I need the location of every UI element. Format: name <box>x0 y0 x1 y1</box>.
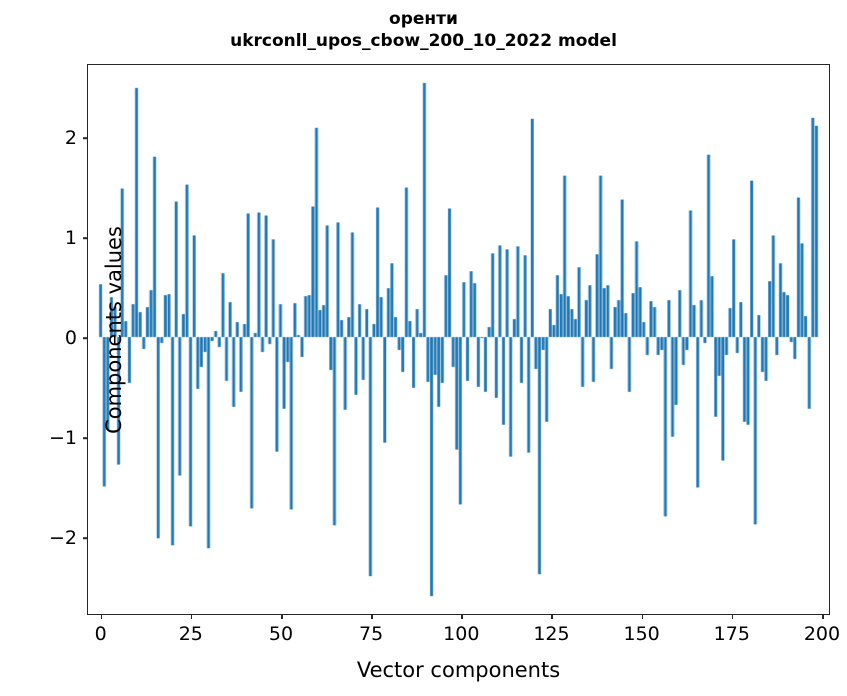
y-tick-mark <box>83 137 88 139</box>
y-tick-label: 2 <box>64 127 77 149</box>
x-tick-mark <box>280 614 283 619</box>
x-tick-mark <box>641 614 644 619</box>
bar-series-canvas <box>88 65 829 614</box>
x-tick-mark <box>551 614 554 619</box>
y-tick-label: 1 <box>64 227 77 249</box>
x-tick-label: 150 <box>623 623 660 645</box>
x-tick-label: 50 <box>268 623 294 645</box>
x-tick-mark <box>731 614 734 619</box>
plot-axes: Components values Vector components −2 −1… <box>49 64 840 682</box>
y-tick-mark <box>83 337 88 339</box>
y-tick-mark <box>83 437 88 439</box>
x-tick-label: 100 <box>443 623 480 645</box>
x-tick-label: 125 <box>533 623 570 645</box>
y-tick-label: −1 <box>48 427 77 449</box>
x-tick-mark <box>371 614 373 619</box>
y-tick-label: −2 <box>48 527 77 549</box>
y-tick-mark <box>83 237 88 239</box>
x-tick-label: 25 <box>178 623 203 645</box>
chart-title-line-1: оренти <box>389 9 458 29</box>
chart-title: оренти ukrconll_upos_cbow_200_10_2022 mo… <box>0 8 847 52</box>
x-tick-mark <box>190 614 193 619</box>
y-tick-label: 0 <box>64 327 77 349</box>
x-tick-label: 75 <box>359 623 384 645</box>
x-tick-mark <box>100 614 103 619</box>
y-axis-label: Components values <box>102 226 126 434</box>
chart-title-line-2: ukrconll_upos_cbow_200_10_2022 model <box>230 31 617 51</box>
y-tick-mark <box>83 537 88 539</box>
x-tick-mark <box>821 614 824 619</box>
x-tick-mark <box>461 614 463 619</box>
x-tick-label: 175 <box>713 623 750 645</box>
x-tick-label: 200 <box>803 623 841 645</box>
x-axis-label: Vector components <box>356 658 561 682</box>
x-tick-label: 0 <box>94 623 107 645</box>
